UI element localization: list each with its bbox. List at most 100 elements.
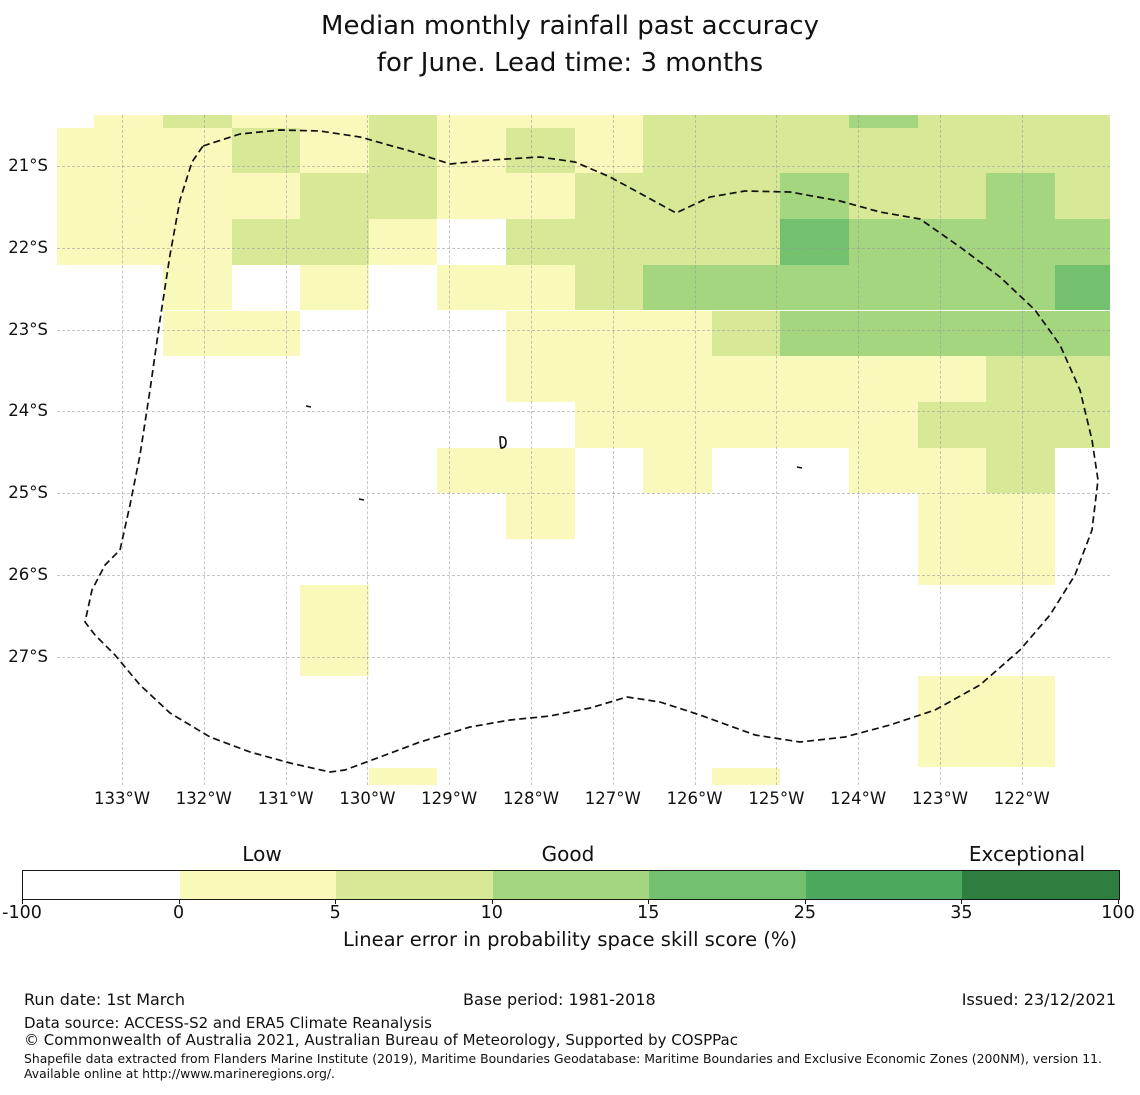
- grid-cell: [849, 173, 918, 220]
- colorbar-tick-mark: [178, 899, 180, 904]
- colorbar-tick-mark: [804, 899, 806, 904]
- x-tick-label: 127°W: [584, 789, 641, 808]
- grid-cell: [57, 127, 95, 174]
- title-line-1: Median monthly rainfall past accuracy: [321, 11, 819, 41]
- grid-cell: [94, 127, 163, 174]
- data-source-text: Data source: ACCESS-S2 and ERA5 Climate …: [24, 1014, 432, 1032]
- grid-cell: [849, 127, 918, 174]
- grid-cell: [1054, 310, 1110, 357]
- grid-cell: [300, 173, 369, 220]
- colorbar-segment: [492, 871, 650, 899]
- gridline-horizontal: [57, 411, 1110, 413]
- grid-cell: [163, 264, 232, 311]
- colorbar-segment: [962, 871, 1120, 899]
- x-tick-label: 133°W: [93, 789, 151, 808]
- grid-cell: [711, 173, 781, 220]
- grid-cell: [986, 127, 1055, 174]
- grid-cell: [643, 401, 712, 448]
- grid-cell: [300, 219, 369, 265]
- gridline-vertical: [694, 115, 696, 785]
- page-title: Median monthly rainfall past accuracy fo…: [0, 8, 1140, 82]
- grid-cell: [300, 584, 369, 631]
- grid-cell: [917, 264, 987, 311]
- grid-cell: [711, 127, 781, 174]
- gridline-horizontal: [57, 656, 1110, 658]
- colorbar-tick-label: 5: [329, 903, 341, 923]
- grid-cell: [163, 219, 232, 265]
- issued-text: Issued: 23/12/2021: [961, 990, 1116, 1009]
- grid-cell: [986, 539, 1055, 585]
- grid-cell: [506, 447, 575, 494]
- grid-cell: [711, 115, 781, 128]
- grid-cell: [986, 356, 1055, 402]
- grid-cell: [917, 721, 987, 768]
- colorbar-tick-label: 35: [950, 903, 973, 923]
- colorbar-segment: [336, 871, 493, 899]
- grid-cell: [506, 115, 575, 128]
- grid-cell: [574, 219, 644, 265]
- colorbar-segment: [23, 871, 180, 899]
- grid-cell: [437, 447, 506, 494]
- grid-cell: [1054, 115, 1110, 128]
- grid-cell: [643, 264, 712, 311]
- grid-cell: [437, 127, 506, 174]
- grid-cell: [231, 219, 301, 265]
- x-tick-label: 124°W: [830, 789, 887, 808]
- colorbar-tick-mark: [22, 899, 23, 904]
- colorbar-region-label: Good: [541, 842, 595, 866]
- grid-cell: [1054, 127, 1110, 174]
- grid-cell: [849, 219, 918, 265]
- x-tick-label: 125°W: [748, 789, 805, 808]
- colorbar-tick-label: 25: [793, 903, 816, 923]
- grid-cell: [780, 115, 849, 128]
- gridline-horizontal: [57, 575, 1110, 576]
- colorbar-tick-label: 10: [480, 903, 503, 923]
- grid-cell: [300, 115, 369, 128]
- grid-cell: [1054, 401, 1110, 448]
- colorbar-segment: [179, 871, 337, 899]
- grid-cell: [849, 447, 918, 494]
- grid-cell: [231, 115, 301, 128]
- grid-cell: [643, 310, 712, 357]
- grid-cell: [231, 310, 301, 357]
- grid-cell: [849, 310, 918, 357]
- grid-cell: [94, 173, 163, 220]
- gridline-vertical: [122, 115, 123, 785]
- grid-cell: [917, 310, 987, 357]
- grid-cell: [849, 115, 918, 128]
- gridline-vertical: [940, 115, 941, 785]
- grid-cell: [94, 115, 163, 128]
- colorbar-tick-mark: [491, 899, 493, 904]
- colorbar-segment: [649, 871, 806, 899]
- grid-cell: [57, 219, 95, 265]
- grid-cell: [231, 173, 301, 220]
- grid-cell: [163, 115, 232, 128]
- grid-cell: [574, 356, 644, 402]
- grid-cell: [917, 401, 987, 448]
- x-tick-label: 122°W: [993, 789, 1050, 808]
- grid-cell: [368, 115, 438, 128]
- grid-cell: [917, 493, 987, 539]
- y-tick-label: 24°S: [8, 401, 48, 421]
- grid-cell: [986, 173, 1055, 220]
- grid-cell: [574, 264, 644, 311]
- grid-cell: [711, 310, 781, 357]
- copyright-text: © Commonwealth of Australia 2021, Austra…: [24, 1031, 738, 1049]
- grid-cell: [506, 493, 575, 539]
- x-tick-label: 131°W: [257, 789, 314, 808]
- grid-cell: [643, 219, 712, 265]
- grid-cell: [711, 401, 781, 448]
- grid-cell: [849, 401, 918, 448]
- grid-cell: [711, 219, 781, 265]
- grid-cell: [300, 264, 369, 311]
- grid-cell: [711, 356, 781, 402]
- grid-cell: [986, 264, 1055, 311]
- grid-cell: [368, 127, 438, 174]
- grid-cell: [506, 356, 575, 402]
- grid-cell: [917, 115, 987, 128]
- grid-cell: [506, 310, 575, 357]
- grid-cell: [368, 173, 438, 220]
- island-mark: [796, 466, 803, 469]
- eez-boundary-outline: [84, 129, 1099, 773]
- grid-cell: [574, 310, 644, 357]
